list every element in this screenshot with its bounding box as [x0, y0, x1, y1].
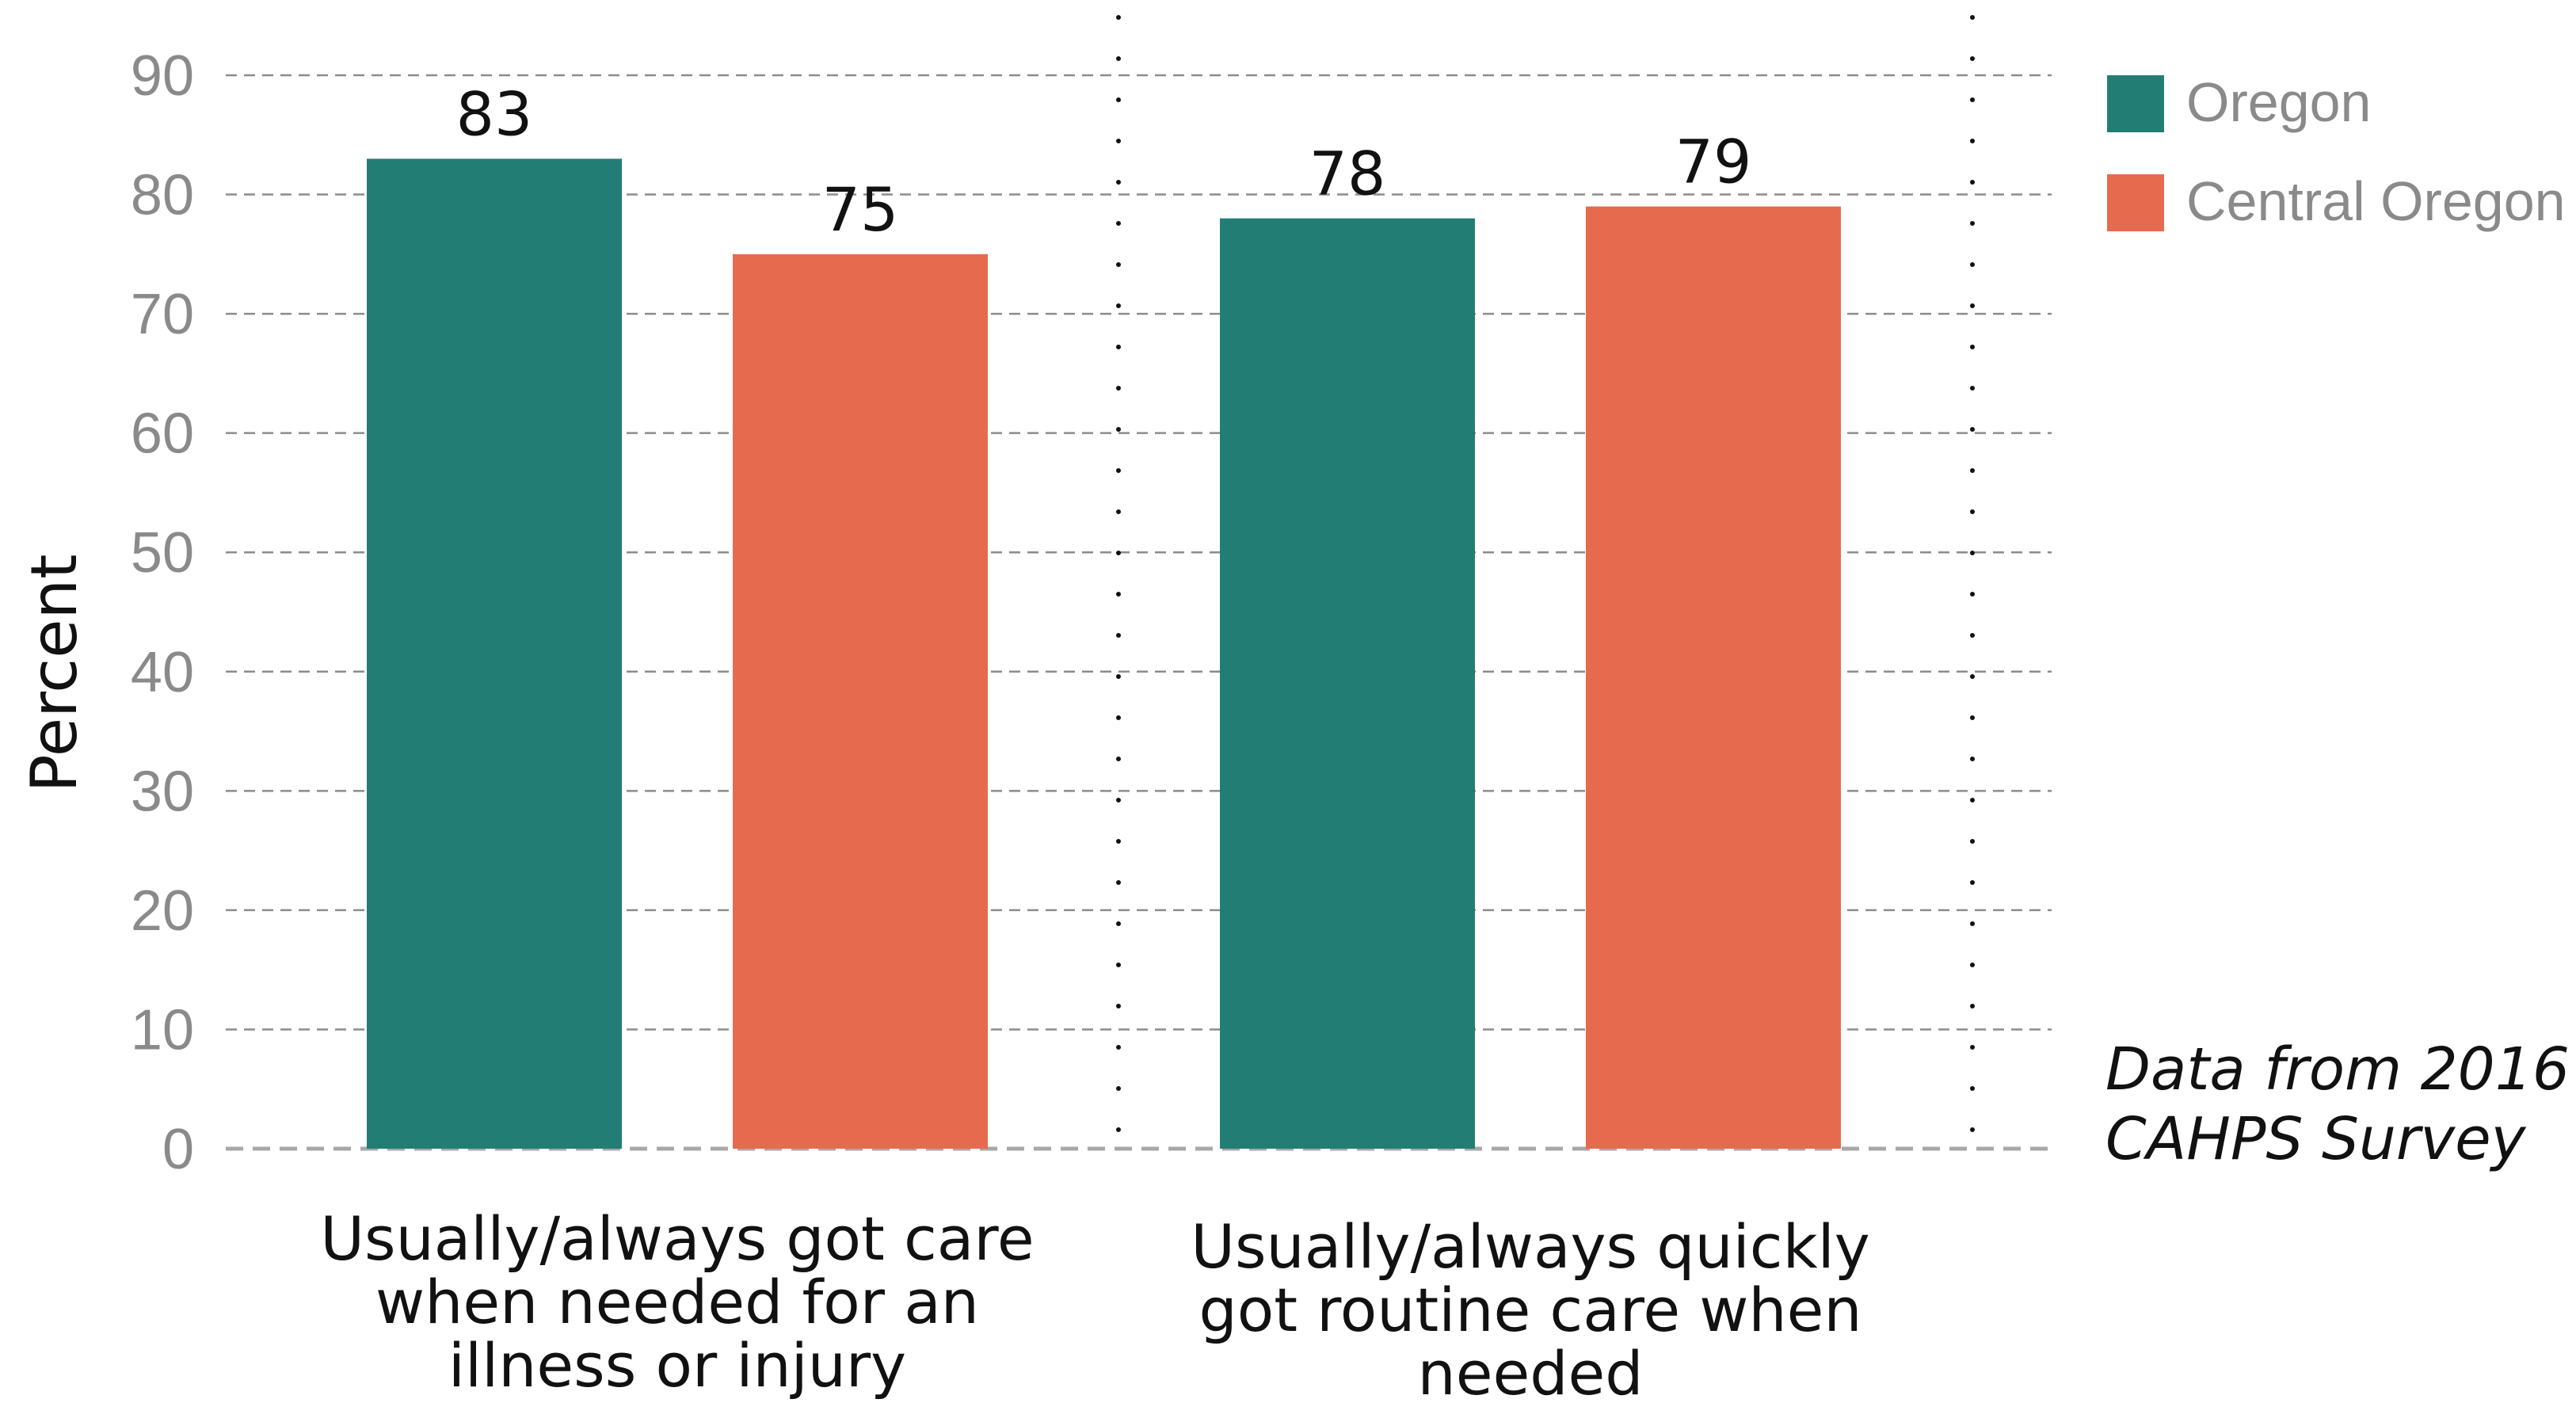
y-tick-label: 60 — [131, 402, 194, 466]
legend-swatch — [2107, 75, 2164, 132]
data-label: 83 — [456, 78, 533, 149]
source-note: CAHPS Survey — [2105, 1105, 2527, 1173]
bar-oregon — [1220, 218, 1475, 1149]
y-tick-label: 40 — [131, 641, 194, 704]
y-tick-label: 90 — [131, 44, 194, 108]
bar-central-oregon — [1586, 206, 1841, 1149]
bar-central-oregon — [733, 254, 988, 1149]
y-tick-label: 70 — [131, 283, 194, 346]
legend-label: Central Oregon — [2186, 170, 2566, 232]
x-tick-label: illness or injury — [448, 1330, 906, 1401]
data-label: 75 — [822, 174, 899, 245]
data-label: 78 — [1309, 139, 1386, 209]
legend-label: Oregon — [2186, 71, 2371, 133]
legend-swatch — [2107, 174, 2164, 231]
y-tick-label: 80 — [131, 164, 194, 227]
x-tick-label: got routine care when — [1198, 1275, 1862, 1345]
y-tick-label: 10 — [131, 998, 194, 1062]
bar-oregon — [367, 158, 622, 1149]
x-tick-label: Usually/always got care — [320, 1203, 1034, 1274]
y-axis-label: Percent — [17, 554, 91, 792]
x-tick-label: needed — [1418, 1338, 1644, 1403]
y-tick-label: 0 — [162, 1118, 194, 1181]
y-tick-label: 50 — [131, 521, 194, 585]
data-label: 79 — [1675, 127, 1752, 197]
y-tick-label: 20 — [131, 879, 194, 943]
y-tick-label: 30 — [131, 760, 194, 823]
x-tick-label: when needed for an — [375, 1267, 979, 1337]
x-tick-label: Usually/always quickly — [1191, 1211, 1869, 1282]
source-note: Data from 2016 — [2105, 1035, 2570, 1104]
